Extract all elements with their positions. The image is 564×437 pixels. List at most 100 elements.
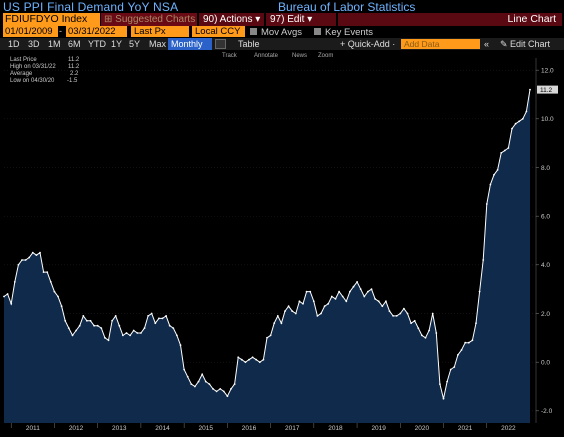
data-point [377, 300, 380, 303]
y-tick-label: -2.0 [541, 408, 553, 415]
edit-chart-button[interactable]: ✎ Edit Chart [500, 39, 551, 49]
period-max[interactable]: Max [149, 39, 167, 49]
x-tick-label: 2016 [242, 425, 257, 432]
data-point [266, 336, 268, 339]
table-view-button[interactable]: Table [238, 39, 260, 49]
data-points [3, 88, 531, 400]
data-point [104, 336, 106, 339]
edit-menu[interactable]: 97) Edit ▾ [266, 13, 336, 26]
data-point [276, 315, 279, 317]
data-point [428, 329, 430, 332]
start-date-field[interactable]: 01/01/2009 [3, 26, 58, 37]
data-point [359, 288, 362, 291]
data-point [136, 332, 139, 334]
date-separator: - [59, 26, 62, 36]
data-point [471, 339, 474, 342]
y-tick-label: 4.0 [541, 262, 550, 269]
data-point [388, 310, 391, 312]
data-point [327, 302, 330, 305]
data-point [100, 327, 103, 329]
data-point [485, 203, 488, 205]
data-point [309, 290, 312, 293]
data-point [35, 254, 38, 256]
data-point [233, 383, 236, 385]
data-point [168, 324, 171, 327]
y-tick-label: 10.0 [541, 116, 554, 123]
end-date-field[interactable]: 03/31/2022 [66, 26, 127, 37]
data-point [403, 307, 405, 310]
data-point [10, 302, 13, 305]
x-tick-label: 2021 [458, 425, 473, 432]
ticker-field[interactable]: FDIUFDYO Index [3, 13, 100, 26]
suggested-charts-button[interactable]: ⊞ Suggested Charts [101, 13, 197, 26]
chart-title: US PPI Final Demand YoY NSA [3, 0, 179, 14]
data-point [338, 290, 340, 293]
data-point [172, 327, 175, 329]
data-point [57, 295, 59, 298]
data-point [118, 324, 121, 327]
legend-high-value: 11.2 [68, 64, 80, 70]
data-point [24, 259, 27, 261]
tool-zoom[interactable]: Zoom [318, 53, 333, 59]
data-point [132, 329, 135, 332]
period-1d[interactable]: 1D [8, 39, 20, 49]
data-point [140, 332, 142, 334]
data-point [507, 147, 510, 149]
data-point [129, 334, 132, 337]
ppi-line-chart[interactable]: Track Annotate News Zoom 12.0 10.0 8.0 6.0 4… [0, 50, 564, 437]
actions-menu[interactable]: 90) Actions ▾ [199, 13, 264, 26]
data-point [446, 380, 448, 383]
data-point [323, 305, 326, 308]
legend-average-value: 2.2 [70, 71, 79, 77]
data-point [421, 334, 423, 337]
frequency-select[interactable]: Monthly ▼ [168, 38, 212, 61]
y-tick-label: 8.0 [541, 165, 550, 172]
x-tick-label: 2020 [415, 425, 430, 432]
line-chart-icon[interactable] [215, 39, 226, 49]
legend-low-value: -1.5 [67, 78, 78, 84]
data-point [42, 271, 45, 273]
price-field-select[interactable]: Last Px [131, 26, 189, 37]
last-value-label: 11.2 [540, 87, 553, 94]
data-point [161, 317, 164, 320]
key-events-label: Key Events [325, 27, 374, 38]
data-point [356, 281, 358, 283]
period-6m[interactable]: 6M [68, 39, 81, 49]
data-point [363, 295, 366, 298]
chart-type-label[interactable]: Line Chart [338, 13, 562, 26]
period-ytd[interactable]: YTD [88, 39, 106, 49]
tool-news[interactable]: News [292, 53, 307, 59]
x-tick-label: 2013 [112, 425, 127, 432]
data-point [345, 300, 348, 303]
period-5y[interactable]: 5Y [129, 39, 141, 49]
x-tick-label: 2014 [155, 425, 170, 432]
period-1y[interactable]: 1Y [111, 39, 123, 49]
data-point [514, 122, 517, 125]
key-events-toggle[interactable]: Key Events [314, 27, 373, 38]
period-1m[interactable]: 1M [48, 39, 61, 49]
data-point [406, 312, 409, 315]
data-point [28, 256, 31, 259]
y-tick-label: 0.0 [541, 359, 550, 366]
mov-avgs-toggle[interactable]: Mov Avgs [250, 27, 302, 38]
data-point [349, 290, 351, 293]
data-point [226, 395, 229, 398]
tool-track[interactable]: Track [222, 53, 238, 59]
x-tick-label: 2019 [371, 425, 386, 432]
data-point [154, 322, 157, 325]
currency-select[interactable]: Local CCY [192, 26, 245, 37]
period-3d[interactable]: 3D [28, 39, 40, 49]
data-point [312, 300, 315, 303]
add-data-input[interactable]: Add Data [401, 39, 480, 49]
quick-add-button[interactable]: + Quick-Add · [340, 39, 396, 49]
data-point [215, 390, 218, 393]
data-point [298, 300, 301, 303]
data-point [410, 322, 412, 325]
collapse-arrows-icon[interactable]: « [484, 39, 490, 49]
data-point [240, 358, 243, 361]
data-point [60, 305, 63, 308]
data-point [464, 341, 467, 344]
tool-annotate[interactable]: Annotate [254, 53, 279, 59]
data-point [212, 388, 214, 390]
data-point [49, 281, 52, 283]
